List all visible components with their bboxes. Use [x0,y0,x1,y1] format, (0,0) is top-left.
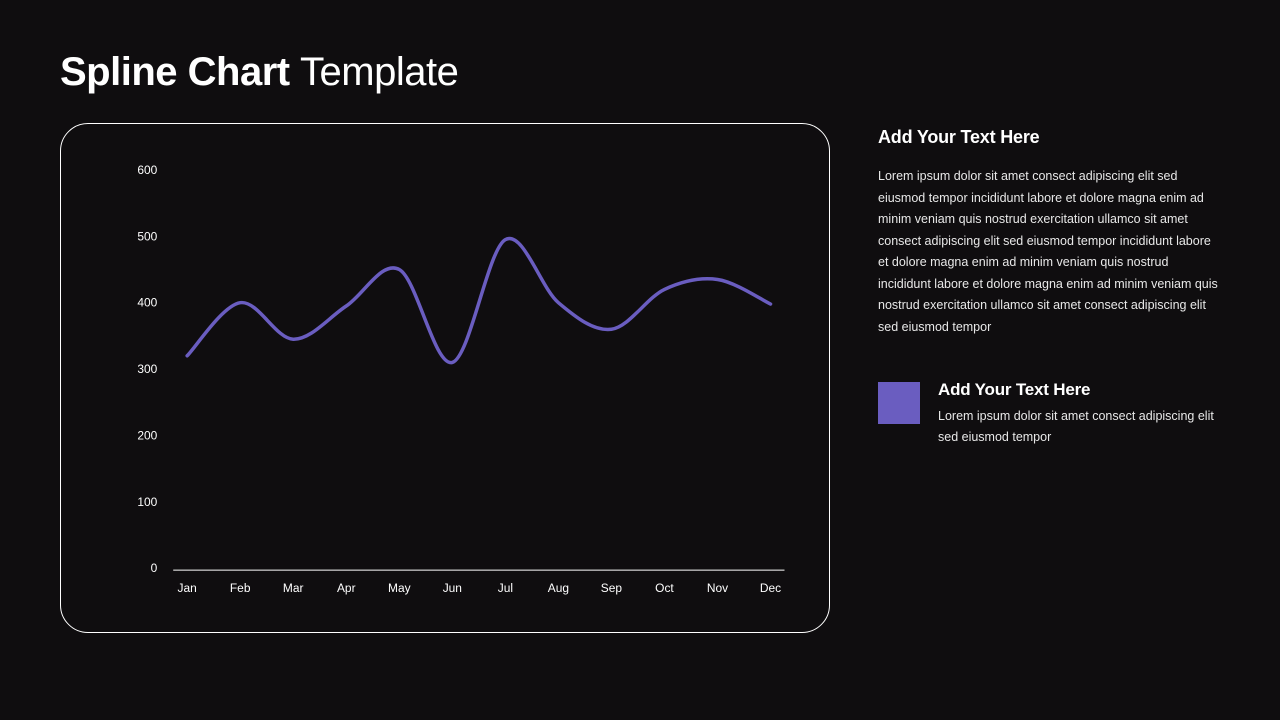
svg-text:Dec: Dec [760,581,781,595]
x-axis-labels: Jan Feb Mar Apr May Jun Jul Aug Sep Oct Nov Dec [178,581,782,595]
svg-text:200: 200 [137,428,157,442]
svg-text:100: 100 [137,495,157,509]
spline-chart: 0 100 200 300 400 500 600 Jan Feb Mar Apr May Jun Ju… [89,160,801,608]
slide-title: Spline Chart Template [60,50,1220,95]
svg-text:Oct: Oct [655,581,674,595]
svg-text:Jan: Jan [178,581,197,595]
chart-panel: 0 100 200 300 400 500 600 Jan Feb Mar Apr May Jun Ju… [60,123,830,633]
svg-text:300: 300 [137,362,157,376]
content-row: 0 100 200 300 400 500 600 Jan Feb Mar Apr May Jun Ju… [60,123,1220,633]
legend-body: Lorem ipsum dolor sit amet consect adipi… [938,406,1220,449]
svg-text:Feb: Feb [230,581,251,595]
legend-row: Add Your Text Here Lorem ipsum dolor sit… [878,380,1220,449]
svg-text:Mar: Mar [283,581,304,595]
svg-text:600: 600 [137,163,157,177]
spline-series [187,239,770,363]
svg-text:Apr: Apr [337,581,356,595]
svg-text:Sep: Sep [601,581,623,595]
title-bold: Spline Chart [60,50,290,94]
svg-text:Jun: Jun [443,581,462,595]
svg-text:Jul: Jul [498,581,513,595]
svg-text:May: May [388,581,411,595]
svg-text:400: 400 [137,296,157,310]
svg-text:Nov: Nov [707,581,728,595]
legend-heading: Add Your Text Here [938,380,1220,400]
title-light: Template [300,50,458,94]
svg-text:500: 500 [137,229,157,243]
y-axis-labels: 0 100 200 300 400 500 600 [137,163,157,575]
slide: Spline Chart Template 0 100 200 300 400 500 60… [0,0,1280,720]
side-body: Lorem ipsum dolor sit amet consect adipi… [878,166,1220,338]
svg-text:Aug: Aug [548,581,569,595]
legend-swatch [878,382,920,424]
svg-text:0: 0 [151,561,158,575]
legend-text: Add Your Text Here Lorem ipsum dolor sit… [938,380,1220,449]
side-panel: Add Your Text Here Lorem ipsum dolor sit… [878,123,1220,633]
side-heading: Add Your Text Here [878,127,1220,148]
